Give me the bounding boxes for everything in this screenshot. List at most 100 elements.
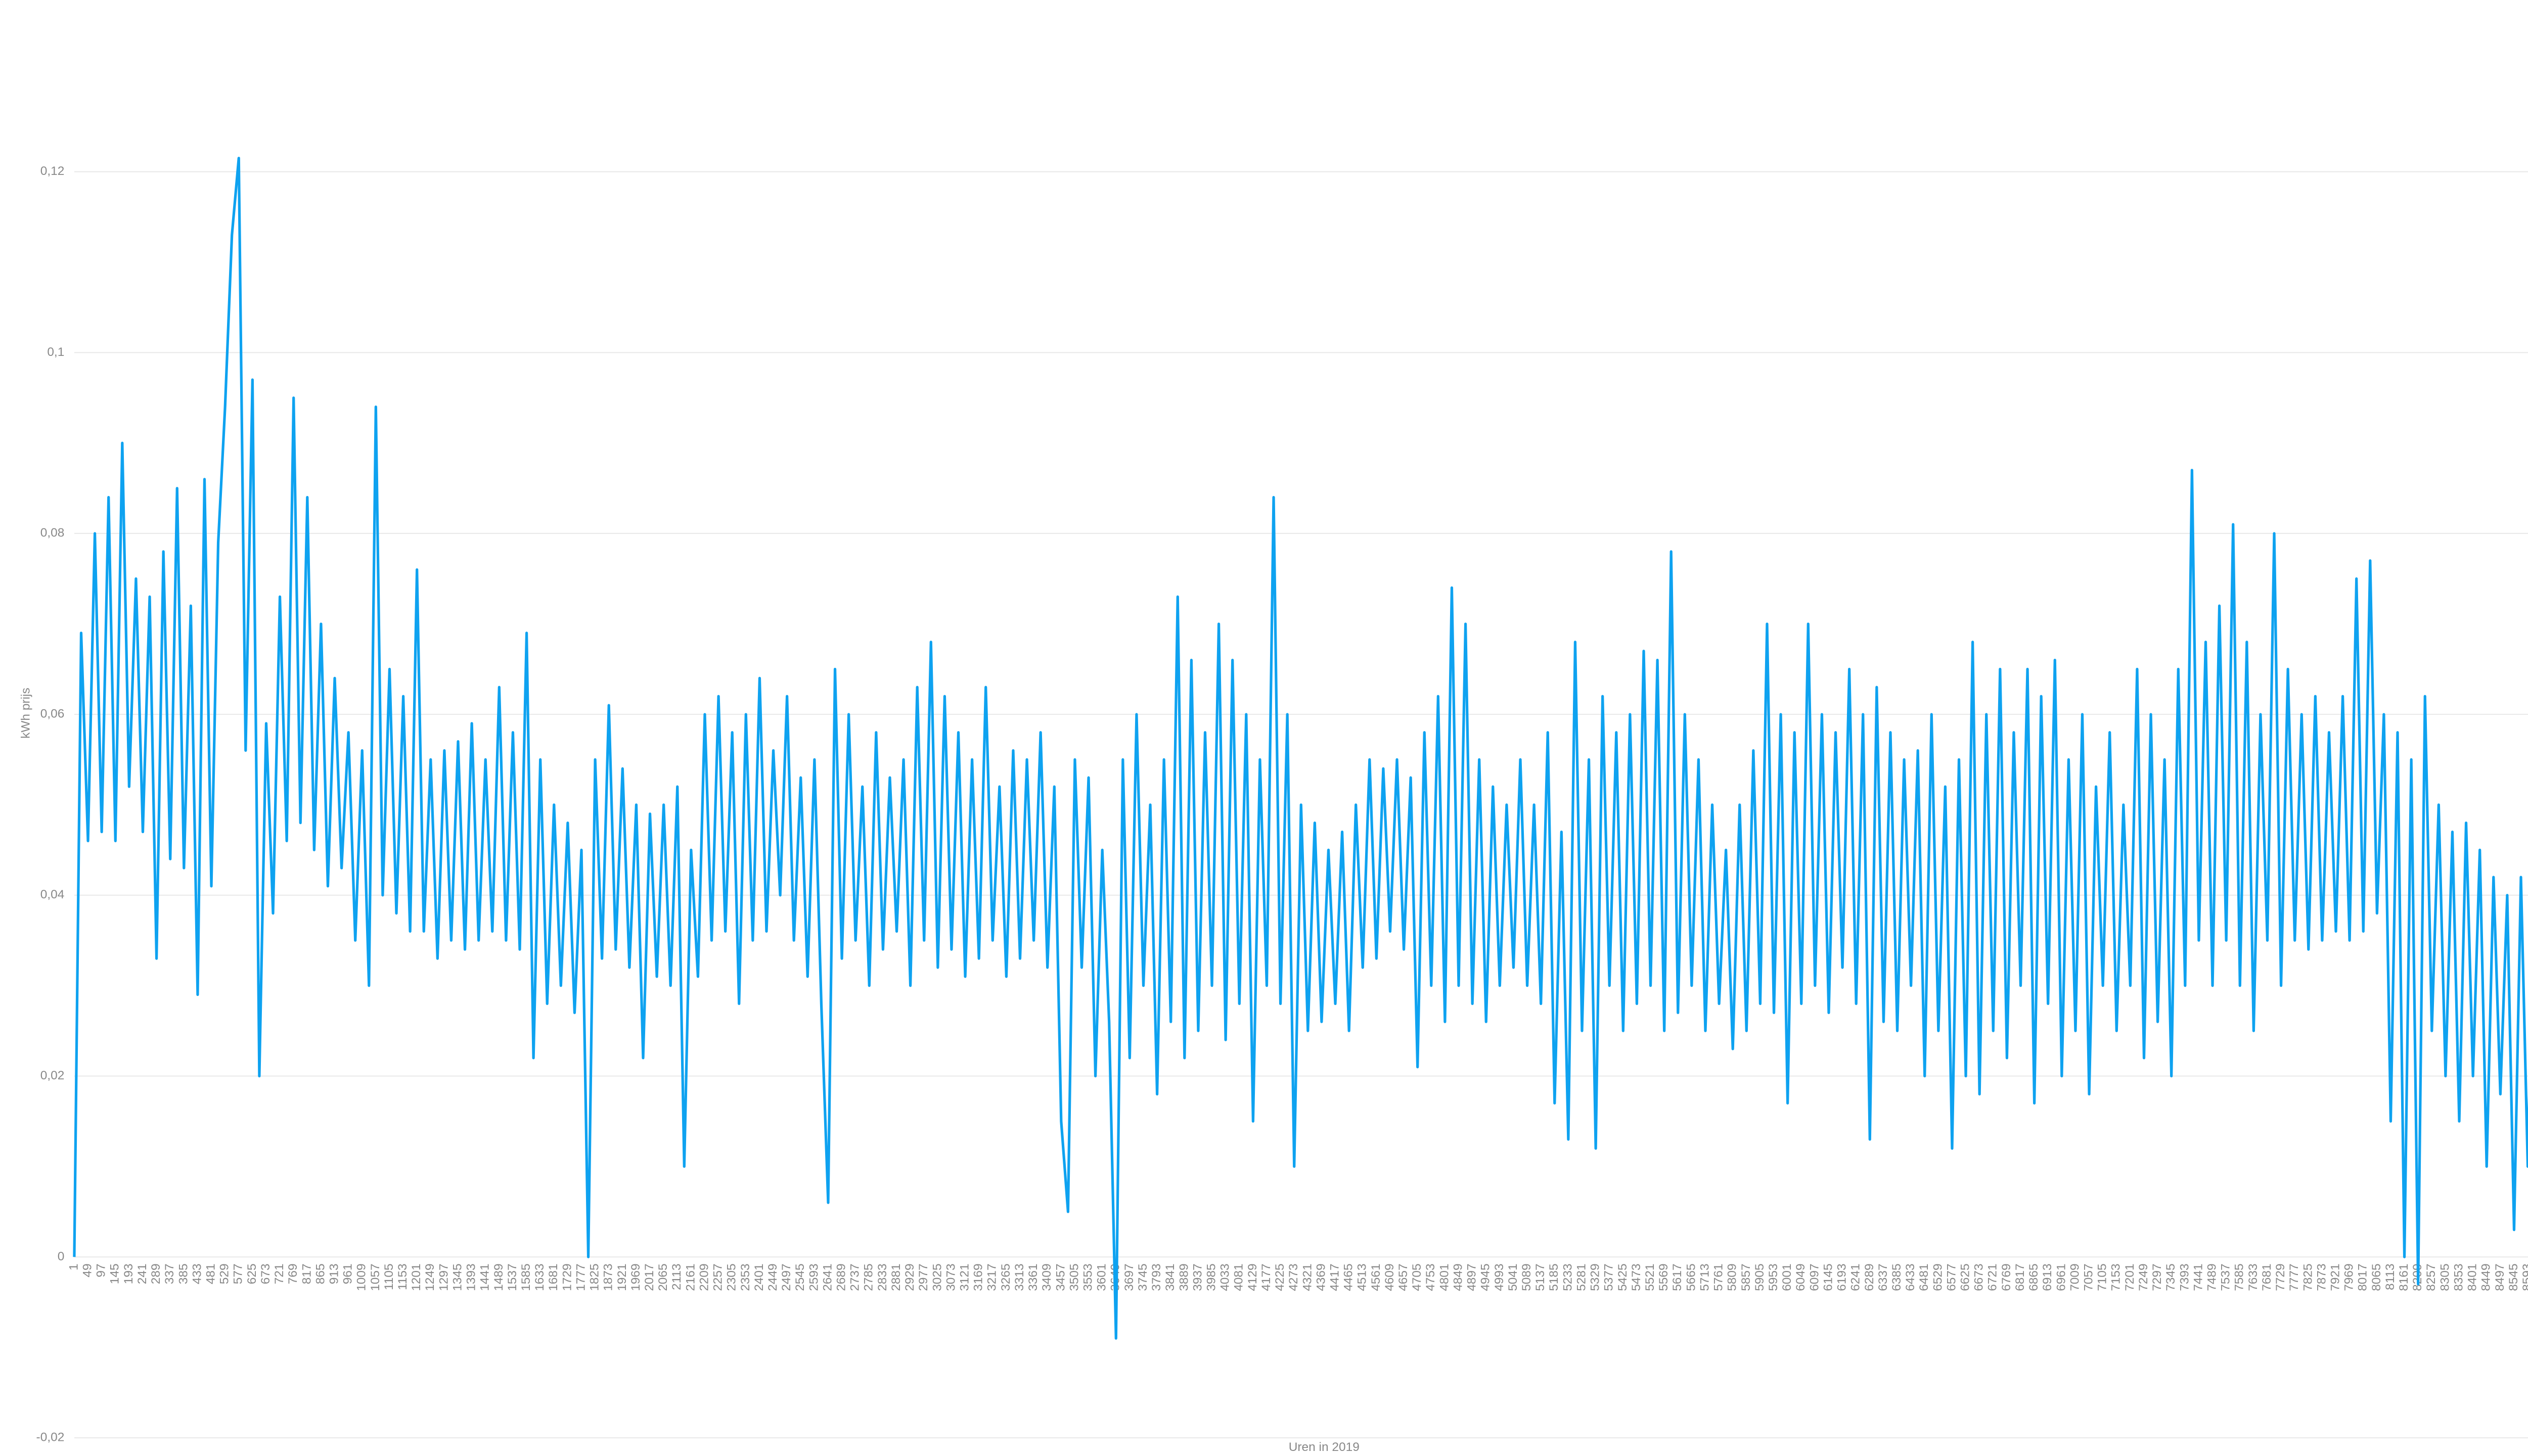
x-tick-label: 6193 [1835,1263,1849,1291]
x-tick-label: 7585 [2233,1263,2246,1291]
x-tick-label: 2353 [739,1263,752,1291]
x-tick-label: 6961 [2054,1263,2068,1291]
x-tick-label: 3937 [1191,1263,1204,1291]
x-tick-label: 4657 [1396,1263,1410,1291]
x-tick-label: 2161 [684,1263,697,1291]
x-tick-label: 6913 [2041,1263,2054,1291]
x-tick-label: 4945 [1479,1263,1493,1291]
x-tick-label: 2305 [725,1263,739,1291]
x-tick-label: 4513 [1356,1263,1369,1291]
x-tick-label: 385 [176,1263,190,1284]
x-tick-label: 1537 [506,1263,519,1291]
x-tick-label: 3985 [1205,1263,1218,1291]
x-tick-label: 433 [190,1263,204,1284]
x-tick-label: 1921 [615,1263,629,1291]
x-tick-label: 5041 [1506,1263,1520,1291]
x-tick-label: 1873 [602,1263,615,1291]
x-tick-label: 2785 [862,1263,876,1291]
x-tick-label: 7297 [2150,1263,2164,1291]
x-tick-label: 6721 [1986,1263,2000,1291]
x-tick-label: 2593 [807,1263,821,1291]
x-tick-label: 4417 [1328,1263,1341,1291]
x-tick-label: 961 [341,1263,355,1284]
y-tick-label: 0,04 [40,888,65,901]
x-tick-label: 8065 [2370,1263,2383,1291]
x-tick-label: 2545 [793,1263,807,1291]
x-tick-label: 5233 [1561,1263,1574,1291]
x-tick-label: 7633 [2246,1263,2260,1291]
x-tick-label: 2209 [697,1263,711,1291]
x-tick-label: 7873 [2315,1263,2328,1291]
x-tick-label: 721 [273,1263,286,1284]
x-tick-label: 2977 [917,1263,930,1291]
x-tick-label: 7969 [2342,1263,2356,1291]
x-tick-label: 1777 [574,1263,588,1291]
x-tick-label: 1825 [588,1263,602,1291]
x-tick-label: 4993 [1493,1263,1506,1291]
x-tick-label: 8017 [2356,1263,2370,1291]
x-tick-label: 5569 [1657,1263,1671,1291]
x-tick-label: 1441 [478,1263,492,1291]
x-tick-label: 3073 [944,1263,958,1291]
x-tick-label: 2929 [903,1263,917,1291]
x-tick-label: 7921 [2328,1263,2342,1291]
x-tick-label: 2497 [780,1263,793,1291]
x-tick-label: 625 [245,1263,259,1284]
x-tick-label: 3457 [1054,1263,1067,1291]
x-tick-label: 1249 [423,1263,437,1291]
x-tick-label: 2689 [835,1263,848,1291]
x-tick-label: 5521 [1643,1263,1657,1291]
x-tick-label: 6097 [1808,1263,1821,1291]
x-tick-label: 7777 [2287,1263,2301,1291]
x-tick-label: 7249 [2137,1263,2150,1291]
x-tick-label: 3313 [1013,1263,1026,1291]
x-tick-label: 6817 [2013,1263,2027,1291]
x-tick-label: 2881 [889,1263,903,1291]
x-tick-label: 4033 [1218,1263,1232,1291]
x-tick-label: 4273 [1287,1263,1300,1291]
y-tick-label: -0,02 [36,1431,65,1444]
y-tick-label: 0,06 [40,707,65,720]
x-tick-label: 3169 [972,1263,985,1291]
y-tick-label: 0,1 [47,345,64,359]
x-tick-label: 49 [81,1263,95,1277]
x-tick-label: 4129 [1246,1263,1259,1291]
x-tick-label: 6769 [2000,1263,2013,1291]
x-tick-label: 3553 [1081,1263,1095,1291]
x-tick-label: 913 [327,1263,341,1284]
x-tick-label: 5761 [1712,1263,1726,1291]
x-tick-label: 6241 [1849,1263,1863,1291]
x-tick-label: 4609 [1383,1263,1396,1291]
x-tick-label: 7345 [2164,1263,2178,1291]
x-tick-label: 7681 [2260,1263,2274,1291]
x-tick-label: 1489 [492,1263,506,1291]
x-tick-label: 193 [122,1263,136,1284]
y-tick-label: 0,12 [40,164,65,178]
x-tick-label: 865 [313,1263,327,1284]
x-tick-label: 1105 [382,1263,396,1290]
x-tick-label: 577 [232,1263,245,1284]
x-tick-label: 4465 [1342,1263,1356,1291]
x-tick-label: 7153 [2109,1263,2123,1291]
x-tick-label: 5713 [1698,1263,1711,1291]
x-tick-label: 1633 [533,1263,547,1291]
x-tick-label: 2065 [656,1263,670,1291]
x-tick-label: 4801 [1437,1263,1451,1291]
x-tick-label: 8305 [2438,1263,2452,1291]
x-tick-label: 3361 [1026,1263,1040,1291]
x-tick-label: 5377 [1602,1263,1616,1291]
x-tick-label: 3697 [1122,1263,1136,1291]
x-tick-label: 3409 [1040,1263,1054,1291]
x-tick-label: 673 [259,1263,273,1284]
x-tick-label: 7057 [2082,1263,2096,1291]
x-tick-label: 8545 [2507,1263,2520,1291]
x-tick-label: 5617 [1671,1263,1684,1291]
x-tick-label: 5425 [1616,1263,1630,1291]
x-tick-label: 5473 [1630,1263,1643,1291]
x-tick-label: 7441 [2191,1263,2205,1291]
x-tick-label: 2017 [643,1263,656,1291]
x-tick-label: 8593 [2520,1263,2528,1291]
x-tick-label: 1201 [410,1263,423,1291]
x-tick-label: 1969 [629,1263,643,1291]
